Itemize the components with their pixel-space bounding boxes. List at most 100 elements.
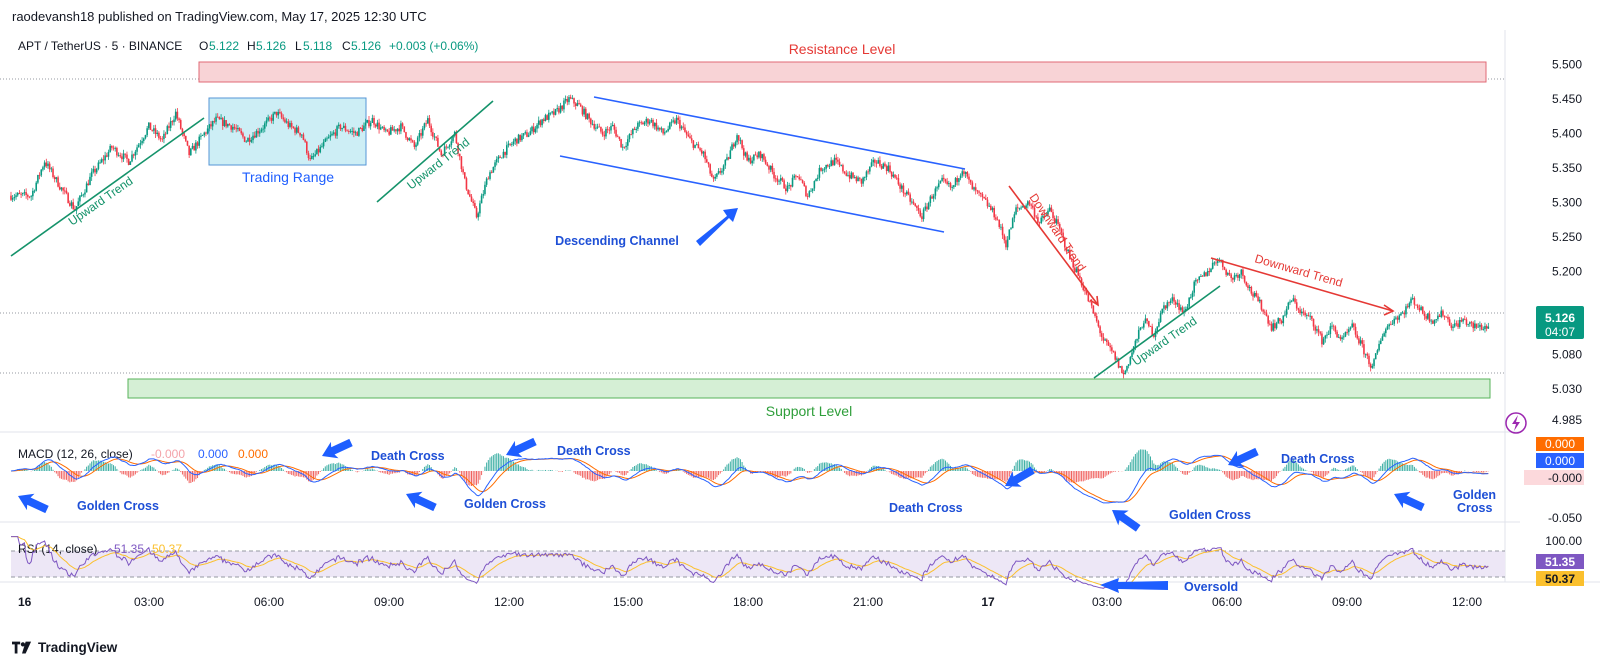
countdown-value: 04:07 bbox=[1545, 325, 1575, 339]
channel-lower-line[interactable] bbox=[559, 155, 945, 233]
candle-body bbox=[721, 170, 723, 173]
candle-body bbox=[1063, 237, 1066, 248]
candle-body bbox=[416, 137, 419, 145]
candle-body bbox=[680, 126, 683, 129]
time-axis[interactable]: 16 03:00 06:00 09:00 12:00 15:00 18:00 21:00 17 0… bbox=[18, 595, 1482, 609]
candle-body bbox=[79, 195, 81, 202]
macd-cross-label: Death Cross bbox=[889, 501, 963, 515]
time-tick-label: 09:00 bbox=[1332, 595, 1362, 609]
candle-body bbox=[872, 159, 874, 163]
annotation-arrow bbox=[1228, 447, 1259, 468]
candle-body bbox=[737, 135, 740, 141]
candle-body bbox=[137, 144, 140, 148]
candle-body bbox=[805, 186, 807, 197]
resistance-zone[interactable] bbox=[198, 61, 1487, 83]
candle-body bbox=[388, 131, 390, 135]
candle-body bbox=[136, 147, 138, 152]
candle-body bbox=[112, 147, 115, 149]
candle-body bbox=[442, 155, 444, 157]
downward-trend-label-1: Downward Trend bbox=[1027, 191, 1089, 274]
candle-body bbox=[949, 183, 952, 188]
candle-body bbox=[490, 172, 493, 174]
candle-body bbox=[1322, 338, 1325, 345]
candle-body bbox=[166, 126, 169, 135]
candle-body bbox=[1321, 333, 1323, 345]
candle-body bbox=[1423, 313, 1426, 317]
candle-body bbox=[30, 196, 32, 198]
candle-body bbox=[411, 140, 414, 142]
candle-body bbox=[741, 140, 743, 149]
candle-body bbox=[317, 148, 320, 153]
price-axis[interactable]: 5.5005.4505.4005.3505.3005.2505.2005.140… bbox=[1552, 57, 1582, 427]
candle-body bbox=[1331, 325, 1333, 327]
candle-body bbox=[94, 168, 96, 173]
upward-trend-line-1[interactable] bbox=[10, 117, 205, 257]
candle-body bbox=[894, 174, 896, 178]
candle-body bbox=[749, 157, 752, 164]
candle-body bbox=[331, 133, 333, 136]
candle-body bbox=[153, 128, 155, 131]
candle-body bbox=[216, 116, 219, 118]
candle-body bbox=[663, 132, 666, 134]
candle-body bbox=[363, 125, 365, 131]
upward-trend-line-3[interactable] bbox=[1093, 285, 1221, 379]
time-tick-label: 09:00 bbox=[374, 595, 404, 609]
candle-body bbox=[618, 136, 621, 140]
candle-body bbox=[1252, 293, 1254, 297]
candle-body bbox=[270, 117, 273, 121]
footer: TradingView bbox=[12, 640, 117, 655]
candle-body bbox=[200, 135, 202, 137]
candle-body bbox=[781, 178, 784, 181]
ohlc-c-value: 5.126 bbox=[351, 39, 381, 53]
candle-body bbox=[1092, 305, 1095, 314]
candle-body bbox=[521, 135, 523, 141]
macd-axis[interactable]: 0.000 0.000 -0.000 -0.050 bbox=[1524, 437, 1584, 525]
candle-body bbox=[480, 195, 483, 204]
candle-body bbox=[1121, 366, 1123, 373]
candle-body bbox=[695, 144, 698, 146]
candle-body bbox=[652, 119, 654, 127]
candle-body bbox=[127, 158, 130, 165]
channel-upper-line[interactable] bbox=[593, 96, 966, 170]
candle-body bbox=[964, 172, 967, 174]
candle-body bbox=[855, 177, 858, 182]
candle-body bbox=[257, 130, 259, 134]
price-tick-label: 5.080 bbox=[1552, 347, 1582, 361]
candle-body bbox=[884, 163, 886, 167]
downward-trend-line-1[interactable] bbox=[1008, 185, 1099, 306]
candle-body bbox=[616, 136, 619, 138]
candle-body bbox=[776, 178, 779, 182]
trading-range-zone[interactable] bbox=[208, 97, 367, 166]
candle-body bbox=[322, 141, 325, 147]
candle-body bbox=[1158, 322, 1160, 327]
candle-body bbox=[1206, 271, 1209, 276]
price-tick-label: 5.200 bbox=[1552, 265, 1582, 279]
candle-body bbox=[1462, 318, 1464, 322]
candle-body bbox=[169, 121, 172, 128]
downward-trend-line-2[interactable] bbox=[1210, 257, 1394, 312]
candle-body bbox=[114, 147, 117, 149]
candle-body bbox=[1042, 215, 1044, 218]
candle-body bbox=[262, 128, 264, 130]
annotation-arrow bbox=[1394, 491, 1425, 512]
support-zone[interactable] bbox=[127, 378, 1491, 399]
candle-body bbox=[916, 205, 918, 209]
lightning-icon[interactable] bbox=[1505, 412, 1527, 434]
candle-body bbox=[58, 186, 61, 190]
candle-body bbox=[771, 165, 774, 172]
candle-body bbox=[470, 196, 473, 202]
candle-body bbox=[1200, 275, 1202, 277]
candle-body bbox=[37, 174, 39, 183]
candle-body bbox=[1297, 308, 1300, 310]
candle-body bbox=[1188, 297, 1190, 307]
candle-body bbox=[971, 182, 974, 190]
candle-body bbox=[1317, 329, 1320, 333]
candle-body bbox=[1099, 326, 1101, 334]
chart-svg[interactable]: APT / TetherUS · 5 · BINANCE O 5.122 H 5… bbox=[0, 0, 1600, 640]
time-tick-label: 03:00 bbox=[134, 595, 164, 609]
candle-body bbox=[976, 190, 979, 192]
candle-body bbox=[1408, 303, 1411, 308]
candle-body bbox=[798, 177, 801, 180]
candle-body bbox=[1455, 323, 1458, 325]
upward-trend-line-2[interactable] bbox=[376, 100, 494, 203]
